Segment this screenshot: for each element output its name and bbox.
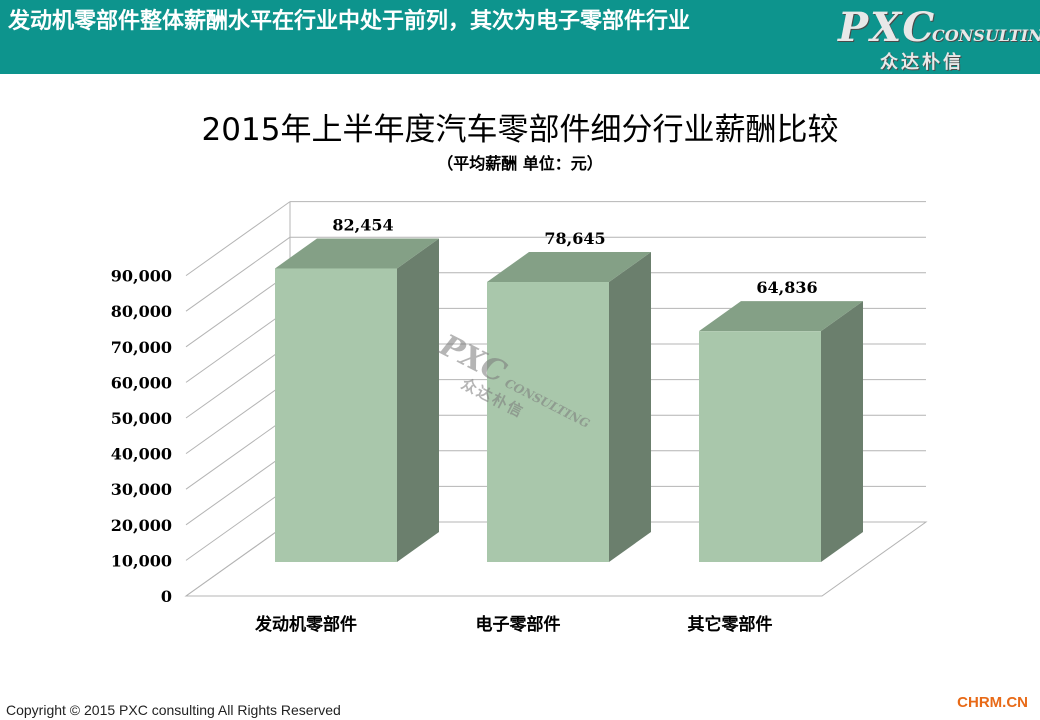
bar-top (487, 252, 651, 283)
bar-side (397, 238, 439, 563)
y-tick-label: 20,000 (111, 516, 172, 535)
gridline-side (185, 450, 291, 526)
bar-top (699, 301, 863, 332)
gridline-side (185, 343, 291, 419)
gridline-side (185, 521, 291, 597)
y-tick-label: 30,000 (111, 480, 172, 499)
copyright-text: Copyright © 2015 PXC consulting All Righ… (6, 702, 341, 718)
logo-sub-text: CONSULTING (932, 26, 1040, 45)
pxc-logo: PXC CONSULTING 众达朴信 (834, 4, 1040, 73)
y-tick-label: 80,000 (111, 302, 172, 321)
bar-top (275, 238, 439, 269)
y-tick-label: 90,000 (111, 267, 172, 286)
gridline-side (185, 236, 291, 312)
y-tick-label: 50,000 (111, 409, 172, 428)
bar-front (487, 282, 609, 562)
y-tick-label: 10,000 (111, 551, 172, 570)
data-label: 78,645 (544, 229, 605, 248)
chart-title: 2015年上半年度汽车零部件细分行业薪酬比较 (201, 112, 839, 148)
logo-main-text: PXC (838, 4, 937, 51)
y-tick-label: 0 (161, 587, 172, 606)
slide-title: 发动机零部件整体薪酬水平在行业中处于前列，其次为电子零部件行业 (8, 9, 691, 34)
site-mark: CHRM.CN (957, 694, 1028, 711)
gridline-side (185, 414, 291, 490)
header-banner: 发动机零部件整体薪酬水平在行业中处于前列，其次为电子零部件行业 PXC CONS… (0, 0, 1040, 74)
x-category-label: 其它零部件 (688, 614, 773, 635)
y-tick-label: 60,000 (111, 373, 172, 392)
chart-subtitle: （平均薪酬 单位：元） (437, 154, 603, 173)
bar-front (699, 331, 821, 562)
data-label: 82,454 (332, 215, 393, 234)
y-tick-label: 40,000 (111, 445, 172, 464)
bar-front (275, 268, 397, 562)
bar-side (821, 301, 863, 562)
gridline-side (185, 379, 291, 455)
bar-side (609, 252, 651, 562)
x-category-label: 发动机零部件 (254, 614, 357, 635)
logo-chinese-text: 众达朴信 (880, 52, 964, 73)
gridline-side (185, 201, 291, 277)
y-tick-label: 70,000 (111, 338, 172, 357)
data-label: 64,836 (756, 278, 817, 297)
gridline-side (185, 307, 291, 383)
gridline-side (185, 272, 291, 348)
gridline-side (185, 485, 291, 561)
x-category-label: 电子零部件 (476, 614, 561, 635)
